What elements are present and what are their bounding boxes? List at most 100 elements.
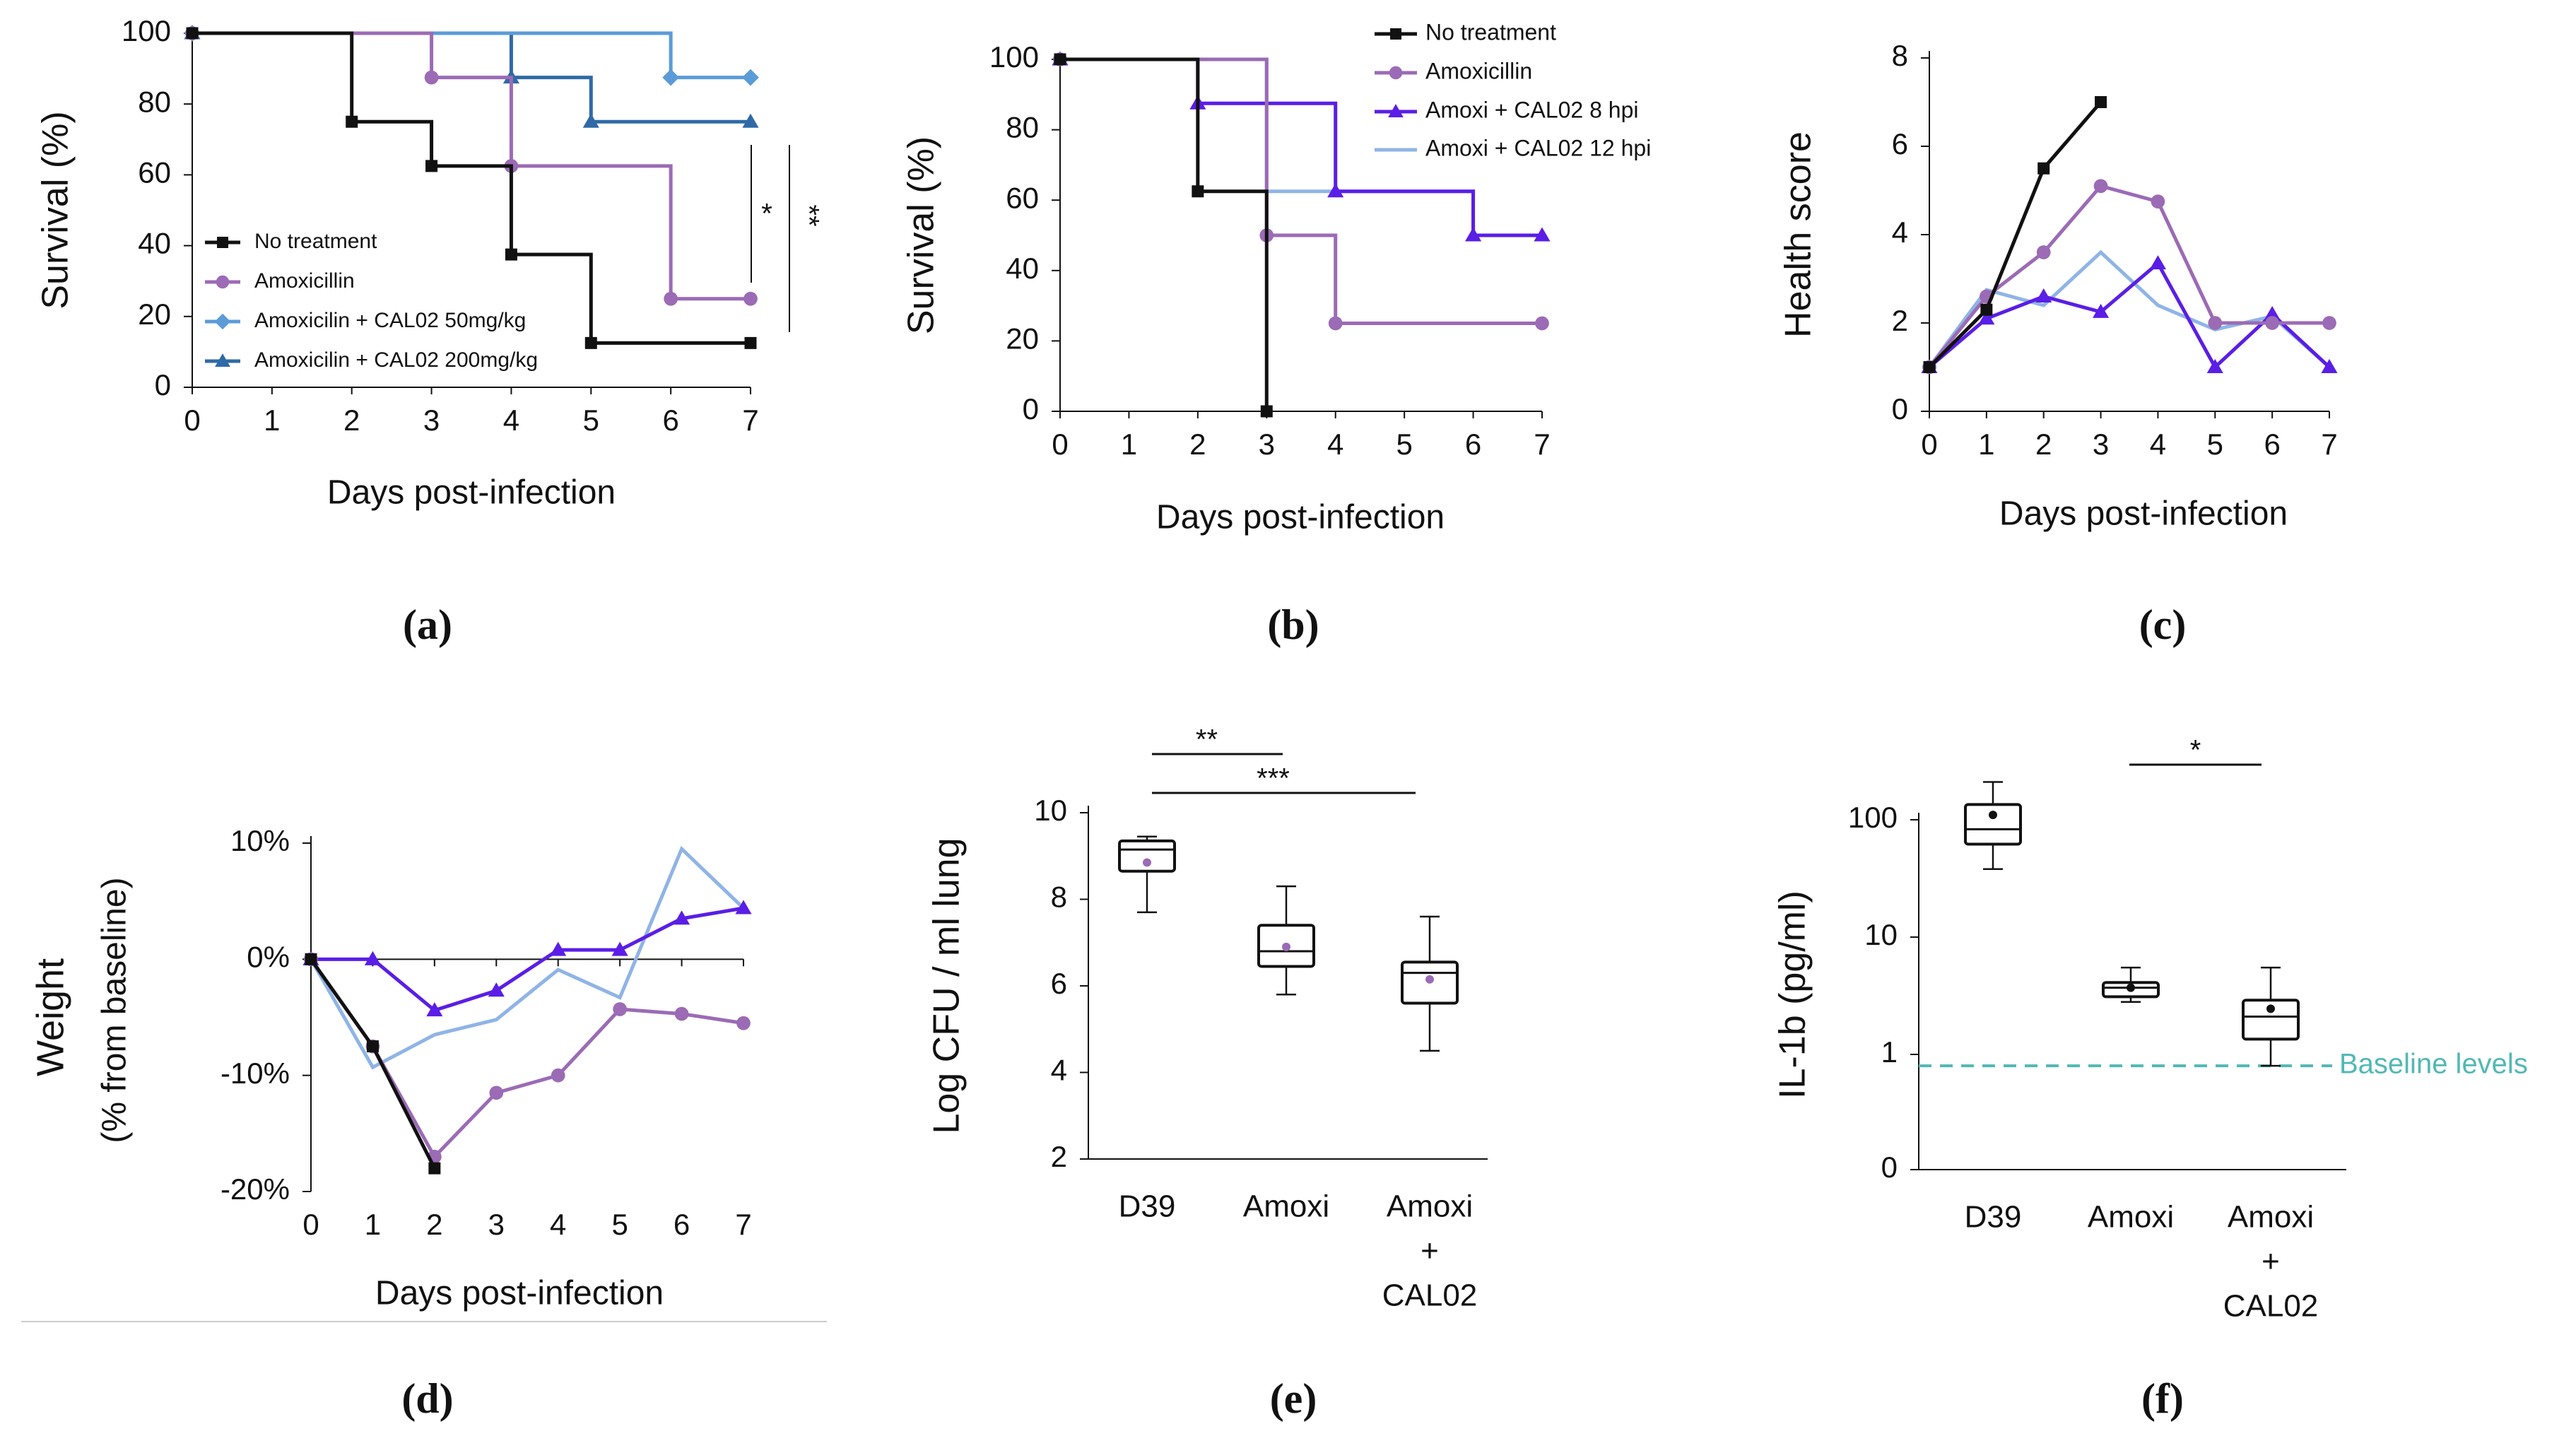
y-tick-label: 100 [122, 14, 171, 47]
legend-label: Amoxicillin [1425, 58, 1532, 83]
significance-marker: *** [1257, 763, 1290, 794]
y-axis-label: Log CFU / ml lung [927, 837, 968, 1134]
legend-label: Amoxicillin [254, 269, 355, 293]
x-tick-label: 4 [503, 404, 519, 437]
x-tick-label: 0 [1052, 428, 1068, 461]
legend-label: No treatment [254, 230, 377, 253]
data-point [2149, 255, 2166, 270]
x-tick-label: 1 [1121, 428, 1137, 461]
data-point [674, 910, 690, 925]
x-tick-label: 1 [365, 1208, 381, 1241]
x-tick-label: 5 [611, 1208, 628, 1241]
x-tick-label: 4 [2150, 428, 2166, 461]
y-tick-label: 1 [1881, 1035, 1898, 1069]
data-point [186, 27, 199, 40]
data-point [582, 113, 599, 128]
panel-a: 0 1 2 3 4 5 6 7 0 20 40 60 80 100 Days post-infection S… [35, 14, 825, 648]
y-tick-label: 20 [138, 298, 171, 331]
y-tick-label: 6 [1892, 127, 1908, 160]
significance-marker: * [761, 199, 772, 230]
data-point [216, 275, 230, 289]
category-label: + [2262, 1245, 2280, 1279]
data-point [664, 291, 678, 306]
data-point [2035, 288, 2052, 302]
box-mean [1282, 942, 1290, 951]
category-label: Amoxi [1387, 1189, 1473, 1224]
box-body [1118, 839, 1176, 873]
x-tick-label: 2 [343, 404, 360, 437]
box-body [1964, 803, 2022, 846]
data-point [584, 336, 597, 349]
panel-caption: (b) [1267, 601, 1319, 648]
data-point [742, 113, 759, 128]
data-point [2322, 316, 2336, 330]
data-point [1465, 227, 1482, 242]
data-point [217, 237, 228, 248]
data-point [2321, 358, 2338, 373]
data-point [2208, 316, 2223, 330]
y-tick-label: 0 [1023, 392, 1039, 425]
panel-caption: (a) [403, 601, 452, 648]
y-tick-label: 80 [1006, 111, 1039, 144]
series-line-amoxicilin-cal02-50mg-kg [192, 31, 751, 80]
data-point [611, 941, 628, 956]
data-point [1980, 303, 1993, 316]
x-tick-label: 1 [1978, 428, 1994, 461]
significance-marker: ** [1196, 724, 1218, 755]
data-point [735, 900, 752, 914]
series-line-amoxicillin [309, 958, 744, 1160]
series-line-no-treatment [1928, 100, 2102, 369]
y-axis-label: IL-1b (pg/ml) [1772, 890, 1813, 1099]
box-mean [1989, 811, 1997, 820]
x-tick-label: 5 [1396, 428, 1412, 461]
x-tick-label: 3 [2093, 428, 2109, 461]
category-label: Amoxi [2228, 1200, 2314, 1235]
x-tick-label: 7 [2321, 428, 2337, 461]
legend-label: No treatment [1425, 19, 1556, 45]
x-tick-label: 4 [550, 1208, 566, 1241]
box-mean [1143, 858, 1151, 867]
box-body [2242, 999, 2300, 1041]
y-tick-label: 60 [1006, 181, 1039, 214]
data-point [1260, 405, 1273, 418]
y-tick-label: 40 [1006, 252, 1039, 285]
data-point [426, 1002, 443, 1017]
x-tick-label: 0 [1921, 428, 1937, 461]
data-point [1388, 104, 1404, 117]
data-point [366, 1040, 379, 1053]
y-tick-label: -10% [220, 1057, 290, 1090]
data-point [2206, 358, 2223, 373]
x-tick-label: 4 [1327, 428, 1343, 461]
data-point [488, 982, 505, 997]
data-point [736, 1016, 751, 1030]
x-axis-label: Days post-infection [375, 1275, 664, 1312]
x-tick-label: 2 [1189, 428, 1206, 461]
category-label: D39 [1965, 1200, 2022, 1235]
panel-caption: (e) [1270, 1375, 1317, 1422]
series-line-amoxi-cal02-12-hpi [1927, 249, 2331, 369]
series-line-no-treatment [192, 31, 751, 345]
y-tick-label: -20% [220, 1172, 290, 1206]
box-mean [2127, 983, 2135, 992]
data-point [505, 248, 517, 261]
category-label: Amoxi [2088, 1200, 2174, 1235]
data-point [613, 1002, 628, 1016]
data-point [1327, 183, 1344, 198]
x-tick-label: 7 [1534, 428, 1550, 461]
x-tick-label: 6 [1465, 428, 1481, 461]
data-point [1192, 185, 1204, 198]
data-point [2093, 303, 2110, 318]
category-label: CAL02 [1382, 1278, 1478, 1313]
data-point [674, 1006, 689, 1021]
legend-label: Amoxi + CAL02 12 hpi [1425, 135, 1651, 160]
panel-d: 0 1 2 3 4 5 6 7 -20% -10% 0% 10% Days post-infection… [21, 824, 827, 1422]
y-tick-label: 0 [1881, 1151, 1898, 1184]
x-tick-label: 5 [2207, 428, 2223, 461]
panel-b: 0 1 2 3 4 5 6 7 0 20 40 60 80 100 Days post-infection S… [901, 19, 1652, 647]
series-line-amoxi-cal02-8-hpi [311, 906, 744, 1013]
box-1 [1257, 885, 1315, 996]
data-point [551, 1068, 565, 1083]
y-tick-label: 60 [138, 155, 171, 189]
data-point [1328, 316, 1343, 331]
